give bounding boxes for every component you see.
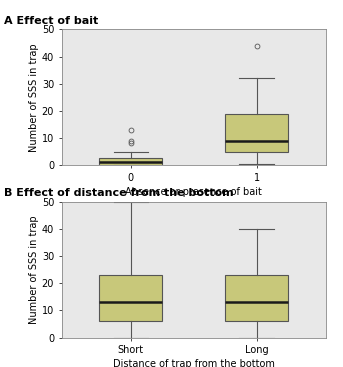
- Bar: [225, 275, 288, 321]
- Bar: [99, 159, 162, 165]
- Bar: [225, 113, 288, 152]
- Y-axis label: Number of SSS in trap: Number of SSS in trap: [29, 215, 39, 324]
- X-axis label: Absence or presence of bait: Absence or presence of bait: [125, 187, 262, 197]
- Text: A Effect of bait: A Effect of bait: [4, 16, 98, 26]
- Bar: [99, 275, 162, 321]
- X-axis label: Distance of trap from the bottom: Distance of trap from the bottom: [113, 359, 275, 367]
- Text: B Effect of distance from the bottom: B Effect of distance from the bottom: [4, 188, 233, 198]
- Y-axis label: Number of SSS in trap: Number of SSS in trap: [29, 43, 39, 152]
